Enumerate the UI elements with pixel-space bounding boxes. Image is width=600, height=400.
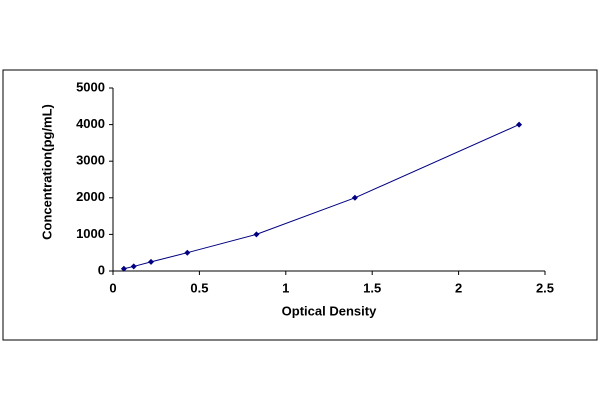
y-tick-label: 0 xyxy=(98,262,105,277)
point xyxy=(184,249,191,256)
x-tick-label: 2.5 xyxy=(536,280,554,295)
point xyxy=(351,194,358,201)
point xyxy=(516,121,523,128)
y-tick-label: 3000 xyxy=(76,153,105,168)
y-tick-label: 1000 xyxy=(76,226,105,241)
x-tick-label: 0.5 xyxy=(190,280,208,295)
x-axis-label: Optical Density xyxy=(282,303,377,318)
x-tick-label: 1 xyxy=(282,280,289,295)
x-tick-label: 1.5 xyxy=(363,280,381,295)
y-tick-label: 5000 xyxy=(76,79,105,94)
point xyxy=(253,231,260,238)
point xyxy=(120,265,127,272)
point xyxy=(130,263,137,270)
y-tick-label: 4000 xyxy=(76,116,105,131)
x-tick-label: 2 xyxy=(455,280,462,295)
point xyxy=(148,258,155,265)
y-tick-label: 2000 xyxy=(76,189,105,204)
chart-frame xyxy=(2,69,598,341)
y-axis-label: Concentration(pg/mL) xyxy=(39,104,54,240)
x-tick-label: 0 xyxy=(109,280,116,295)
